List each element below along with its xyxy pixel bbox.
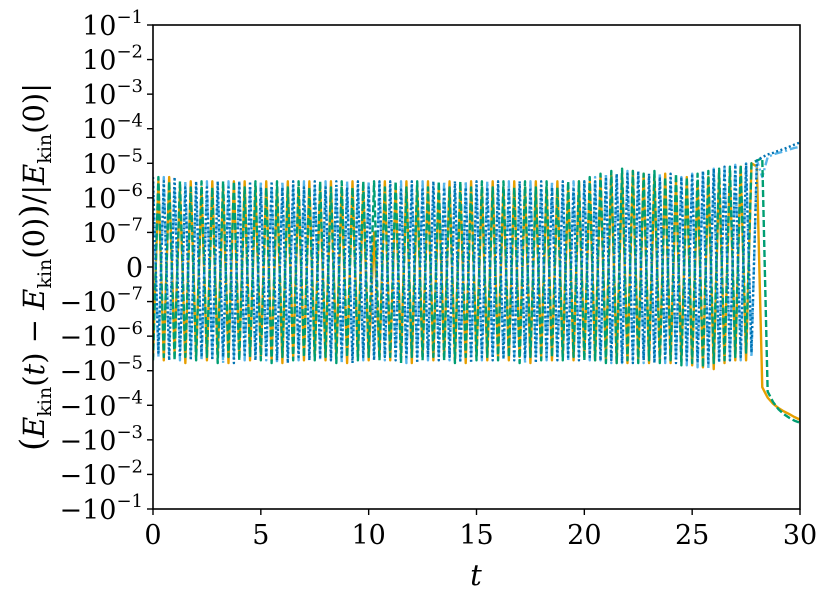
y-tick-label: 0 [126,253,143,284]
y-tick-label: −10−1 [59,491,143,526]
series-line-4 [153,141,800,365]
y-tick-label: 10−4 [82,111,143,146]
y-tick-label: 10−5 [82,145,143,180]
x-axis: 0 5 10 15 20 25 30 [144,509,817,551]
y-tick-label: −10−7 [59,284,143,319]
y-tick-label: 10−7 [82,214,143,249]
y-axis: 10−110−210−310−410−510−610−70−10−7−10−6−… [59,7,153,526]
y-tick-label: 10−6 [82,180,143,215]
x-tick-label: 20 [567,520,601,551]
y-tick-label: −10−6 [59,318,143,353]
y-axis-label: (Ekin(t) − Ekin(0))/|Ekin(0)| [13,83,56,451]
y-tick-label: 10−1 [82,7,143,42]
series-line-3 [153,157,800,424]
y-tick-label: 10−2 [82,42,143,77]
y-tick-label: 10−3 [82,76,143,111]
x-tick-label: 10 [351,520,385,551]
x-tick-label: 5 [252,520,269,551]
series-layer [153,141,800,424]
x-tick-label: 15 [459,520,493,551]
x-axis-label: t [470,558,482,592]
x-tick-label: 25 [675,520,709,551]
x-tick-label: 0 [144,520,161,551]
y-tick-label: −10−4 [59,387,143,422]
series-line-2 [153,145,800,371]
plot-frame [152,24,801,510]
y-tick-label: −10−2 [59,456,143,491]
y-tick-label: −10−3 [59,422,143,457]
y-tick-label: −10−5 [59,353,143,388]
x-tick-label: 30 [783,520,817,551]
